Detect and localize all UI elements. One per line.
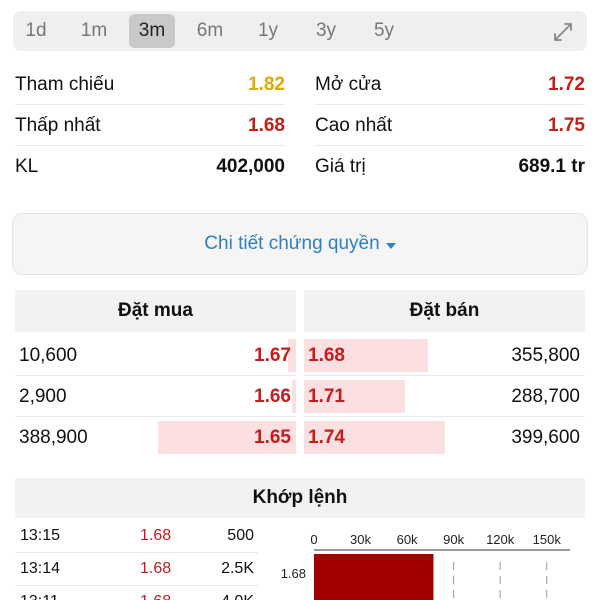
stat-low: Thấp nhất 1.68	[15, 106, 285, 146]
buy-depth-bar	[287, 339, 296, 372]
sell-row[interactable]: 1.71 288,700	[304, 377, 585, 417]
stat-low-value: 1.68	[248, 114, 285, 136]
period-tab-1m[interactable]: 1m	[80, 20, 108, 41]
period-tab-1d[interactable]: 1d	[25, 20, 47, 41]
stat-reference: Tham chiếu 1.82	[15, 65, 285, 105]
buy-volume: 388,900	[19, 427, 88, 448]
sell-row[interactable]: 1.74 399,600	[304, 418, 585, 458]
buy-volume: 2,900	[19, 386, 67, 407]
period-tab-5y[interactable]: 5y	[373, 20, 395, 41]
match-volume: 500	[227, 527, 254, 544]
stat-open-label: Mở cửa	[315, 73, 382, 95]
stat-high: Cao nhất 1.75	[315, 106, 585, 146]
buy-price: 1.67	[254, 345, 291, 366]
chart-x-tick-label: 150k	[533, 532, 562, 547]
match-time: 13:15	[20, 527, 61, 544]
chart-x-tick-label: 120k	[486, 532, 515, 547]
period-tab-3y[interactable]: 3y	[315, 20, 337, 41]
sell-depth-bar	[304, 421, 445, 454]
matching-row: 13:11 1.68 4.0K	[15, 585, 258, 600]
sell-depth-bar	[304, 380, 406, 413]
matching-header: Khớp lệnh	[15, 478, 585, 518]
match-volume: 4.0K	[221, 585, 254, 600]
buy-depth-bar	[158, 421, 296, 454]
buy-price: 1.66	[254, 386, 291, 407]
caret-down-icon	[385, 242, 396, 249]
matching-row: 13:14 1.68 2.5K	[15, 552, 258, 586]
stat-volume: KL 402,000	[15, 147, 285, 187]
chart-x-tick-label: 60k	[397, 532, 418, 547]
stat-high-value: 1.75	[548, 114, 585, 136]
match-volume: 2.5K	[221, 560, 254, 577]
chart-x-tick-label: 0	[310, 532, 317, 547]
match-price: 1.68	[140, 527, 172, 544]
match-price: 1.68	[140, 585, 171, 600]
match-time: 13:11	[20, 585, 59, 600]
period-tab-3m[interactable]: 3m	[129, 14, 175, 48]
sell-depth-bar	[304, 339, 428, 372]
stat-open-value: 1.72	[548, 73, 585, 95]
matching-row: 13:15 1.68 500	[15, 519, 258, 553]
stat-high-label: Cao nhất	[315, 114, 393, 136]
sell-volume: 355,800	[511, 345, 580, 366]
warrant-detail-label: Chi tiết chứng quyền	[204, 233, 380, 254]
stat-value: Giá trị 689.1 tr	[315, 147, 585, 187]
buy-row[interactable]: 2,900 1.66	[15, 377, 296, 417]
stat-reference-value: 1.82	[248, 73, 285, 95]
volume-by-price-chart: 0 30k 60k 90k 120k 150k 1.68	[281, 532, 570, 600]
sell-price: 1.68	[308, 345, 345, 366]
chart-bar	[314, 554, 434, 600]
sell-volume: 399,600	[511, 427, 580, 448]
period-selector: 1d 1m 3m 6m 1y 3y 5y	[13, 11, 587, 51]
buy-row[interactable]: 388,900 1.65	[15, 418, 296, 458]
buy-volume: 10,600	[19, 345, 78, 366]
warrant-detail-button[interactable]: Chi tiết chứng quyền	[12, 213, 588, 275]
sell-price: 1.71	[308, 386, 345, 407]
chart-x-tick-label: 30k	[350, 532, 371, 547]
stat-open: Mở cửa 1.72	[315, 65, 585, 105]
period-tab-6m[interactable]: 6m	[196, 20, 224, 41]
stat-value-label: Giá trị	[315, 156, 366, 177]
sell-volume: 288,700	[511, 386, 580, 407]
sell-header: Đặt bán	[304, 290, 585, 332]
buy-row[interactable]: 10,600 1.67	[15, 336, 296, 376]
period-tab-1y[interactable]: 1y	[257, 20, 279, 41]
sell-row[interactable]: 1.68 355,800	[304, 336, 585, 376]
chart-x-tick-label: 90k	[443, 532, 464, 547]
stat-volume-label: KL	[15, 156, 39, 177]
stat-volume-value: 402,000	[216, 156, 285, 177]
buy-depth-bar	[292, 380, 296, 413]
match-price: 1.68	[140, 560, 172, 577]
stat-reference-label: Tham chiếu	[15, 73, 115, 95]
stat-low-label: Thấp nhất	[15, 114, 101, 136]
buy-header: Đặt mua	[15, 290, 296, 332]
buy-price: 1.65	[254, 427, 291, 448]
chart-category-label: 1.68	[281, 566, 306, 581]
expand-diagonal-icon[interactable]	[551, 20, 575, 44]
stat-value-value: 689.1 tr	[518, 156, 585, 177]
match-time: 13:14	[20, 560, 61, 577]
sell-price: 1.74	[308, 427, 345, 448]
